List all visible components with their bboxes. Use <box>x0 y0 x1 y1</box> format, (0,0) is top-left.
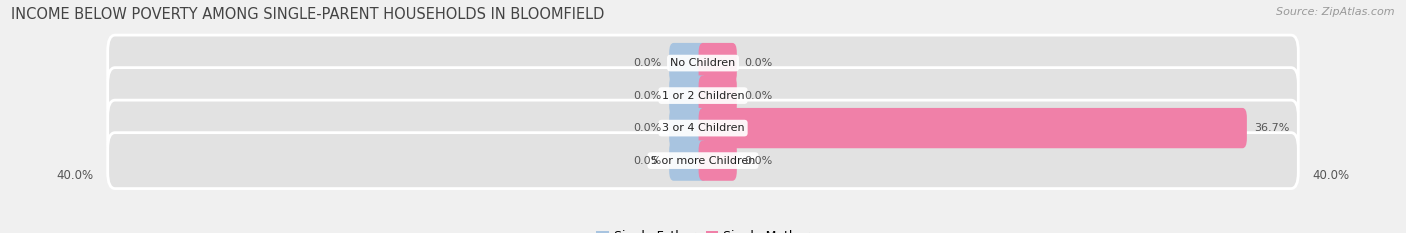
Text: Source: ZipAtlas.com: Source: ZipAtlas.com <box>1277 7 1395 17</box>
FancyBboxPatch shape <box>108 133 1298 188</box>
Text: 0.0%: 0.0% <box>634 156 662 166</box>
FancyBboxPatch shape <box>108 35 1298 91</box>
Text: 40.0%: 40.0% <box>1313 169 1350 182</box>
FancyBboxPatch shape <box>669 108 707 148</box>
Text: INCOME BELOW POVERTY AMONG SINGLE-PARENT HOUSEHOLDS IN BLOOMFIELD: INCOME BELOW POVERTY AMONG SINGLE-PARENT… <box>11 7 605 22</box>
Text: 5 or more Children: 5 or more Children <box>651 156 755 166</box>
Text: 40.0%: 40.0% <box>56 169 93 182</box>
Text: 0.0%: 0.0% <box>744 156 772 166</box>
FancyBboxPatch shape <box>669 75 707 116</box>
Text: 0.0%: 0.0% <box>634 58 662 68</box>
Text: 36.7%: 36.7% <box>1254 123 1289 133</box>
FancyBboxPatch shape <box>699 108 1247 148</box>
FancyBboxPatch shape <box>669 140 707 181</box>
Text: 0.0%: 0.0% <box>634 123 662 133</box>
Text: 3 or 4 Children: 3 or 4 Children <box>662 123 744 133</box>
Legend: Single Father, Single Mother: Single Father, Single Mother <box>591 225 815 233</box>
FancyBboxPatch shape <box>699 140 737 181</box>
FancyBboxPatch shape <box>699 43 737 83</box>
Text: 0.0%: 0.0% <box>744 91 772 101</box>
Text: 0.0%: 0.0% <box>634 91 662 101</box>
Text: 1 or 2 Children: 1 or 2 Children <box>662 91 744 101</box>
FancyBboxPatch shape <box>699 75 737 116</box>
Text: 0.0%: 0.0% <box>744 58 772 68</box>
Text: No Children: No Children <box>671 58 735 68</box>
FancyBboxPatch shape <box>669 43 707 83</box>
FancyBboxPatch shape <box>108 100 1298 156</box>
FancyBboxPatch shape <box>108 68 1298 123</box>
